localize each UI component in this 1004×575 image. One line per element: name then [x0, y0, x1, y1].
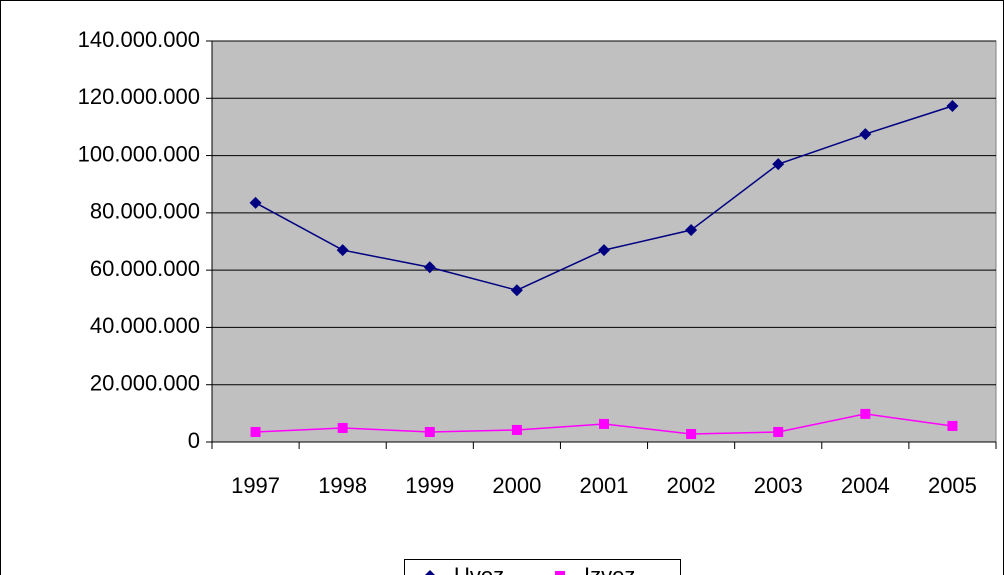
marker	[686, 428, 697, 439]
marker	[511, 424, 522, 435]
x-tick-label: 2002	[667, 473, 716, 498]
marker	[425, 570, 435, 575]
marker	[423, 261, 436, 274]
y-tick-label: 120.000.000	[78, 84, 200, 109]
marker	[773, 426, 784, 437]
marker	[510, 284, 523, 297]
marker	[336, 244, 349, 257]
x-tick-label: 2001	[580, 473, 629, 498]
plot-area	[211, 40, 997, 443]
legend-box	[404, 559, 681, 575]
marker	[685, 224, 698, 237]
marker	[860, 408, 871, 419]
marker	[599, 418, 609, 429]
y-tick-label: 0	[188, 428, 200, 453]
marker	[337, 422, 348, 433]
x-tick-label: 2000	[492, 473, 541, 498]
y-tick-label: 60.000.000	[90, 256, 200, 281]
marker	[946, 100, 959, 113]
marker	[249, 196, 262, 209]
marker	[598, 244, 610, 257]
x-tick-label: 2005	[928, 473, 977, 498]
legend-label: Uvoz	[454, 563, 504, 575]
y-tick-label: 140.000.000	[78, 27, 200, 52]
legend-label: Izvoz	[584, 563, 635, 575]
y-tick-label: 80.000.000	[90, 199, 200, 224]
x-tick-label: 2004	[841, 473, 890, 498]
marker	[555, 571, 565, 575]
marker	[772, 158, 785, 171]
x-tick-label: 1998	[318, 473, 367, 498]
marker	[947, 420, 958, 431]
y-tick-label: 20.000.000	[90, 371, 200, 396]
x-tick-label: 1997	[231, 473, 280, 498]
x-tick-label: 2003	[754, 473, 803, 498]
legend: Uvoz Izvoz	[404, 559, 681, 575]
y-tick-label: 40.000.000	[90, 313, 200, 338]
x-tick-label: 1999	[405, 473, 454, 498]
marker	[859, 128, 872, 141]
marker	[424, 426, 435, 437]
y-tick-label: 100.000.000	[78, 141, 200, 166]
marker	[250, 426, 261, 437]
